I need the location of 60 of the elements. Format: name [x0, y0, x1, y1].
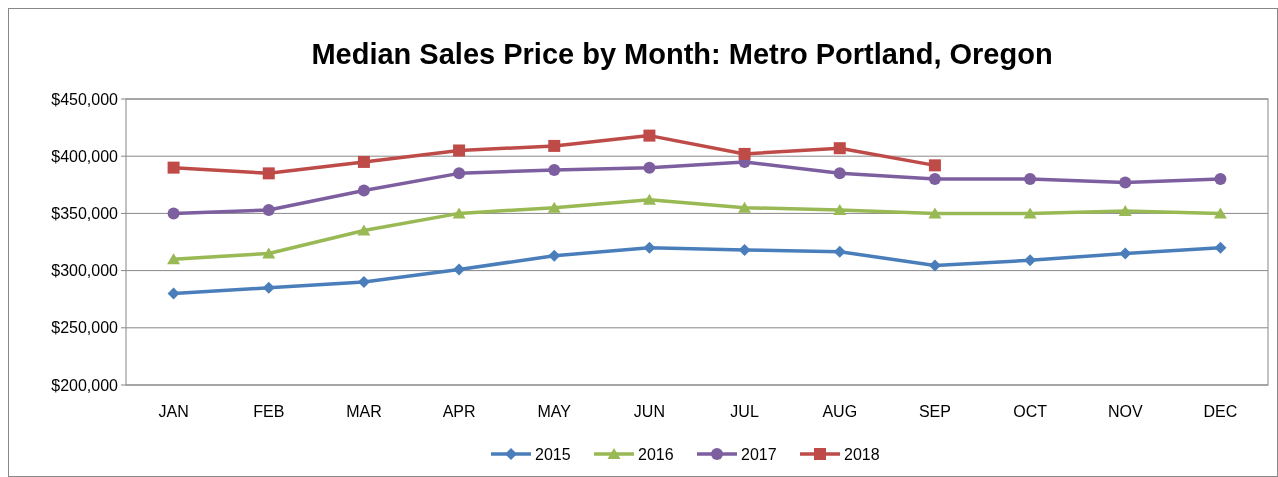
y-tick-label: $200,000 [51, 376, 119, 394]
point [548, 163, 561, 176]
y-tick-label: $250,000 [51, 319, 119, 337]
point [1023, 207, 1037, 219]
point [1024, 173, 1037, 186]
point [928, 259, 941, 272]
point [262, 281, 275, 294]
y-tick-label: $300,000 [51, 262, 119, 280]
point [643, 161, 656, 174]
chart-title: Median Sales Price by Month: Metro Portland, Oregon [311, 38, 1053, 70]
y-tick-label: $400,000 [51, 147, 119, 165]
x-tick-label: APR [442, 403, 476, 420]
point [833, 142, 846, 155]
point [1213, 207, 1227, 219]
point [643, 129, 656, 142]
point [1119, 176, 1132, 189]
point [833, 203, 847, 215]
point [1214, 173, 1227, 186]
point [262, 247, 276, 259]
point [452, 207, 466, 219]
x-tick-label: OCT [1013, 403, 1048, 420]
legend-label: 2018 [844, 445, 880, 463]
point [453, 167, 466, 180]
x-tick-label: JAN [158, 403, 189, 420]
point [928, 173, 941, 186]
y-tick-label: $350,000 [51, 205, 119, 222]
point [453, 263, 466, 276]
legend-label: 2016 [638, 445, 674, 463]
x-tick-label: JUL [730, 403, 759, 420]
point [928, 159, 941, 172]
legend-label: 2015 [535, 445, 571, 463]
point [167, 207, 180, 220]
x-tick-label: JUN [633, 403, 665, 420]
point [357, 184, 370, 197]
legend-label: 2017 [741, 445, 777, 463]
point [833, 167, 846, 180]
x-tick-label: SEP [918, 403, 951, 420]
point [453, 144, 466, 157]
point [262, 167, 275, 180]
point [1118, 205, 1132, 217]
x-tick-label: FEB [253, 403, 285, 420]
point [167, 161, 180, 174]
x-tick-label: AUG [822, 403, 858, 420]
x-tick-label: DEC [1203, 403, 1238, 420]
x-tick-label: NOV [1107, 403, 1143, 420]
point [547, 201, 561, 213]
point [357, 224, 371, 236]
x-tick-label: MAY [537, 403, 572, 420]
point [262, 203, 275, 216]
point [548, 139, 561, 152]
point [738, 244, 751, 257]
x-tick-label: MAR [346, 403, 382, 420]
point [357, 155, 370, 168]
y-tick-label: $450,000 [51, 90, 119, 108]
point [1214, 241, 1227, 254]
point [167, 253, 181, 265]
point [928, 207, 942, 219]
point [738, 201, 752, 213]
point [642, 193, 656, 205]
point [738, 147, 751, 160]
